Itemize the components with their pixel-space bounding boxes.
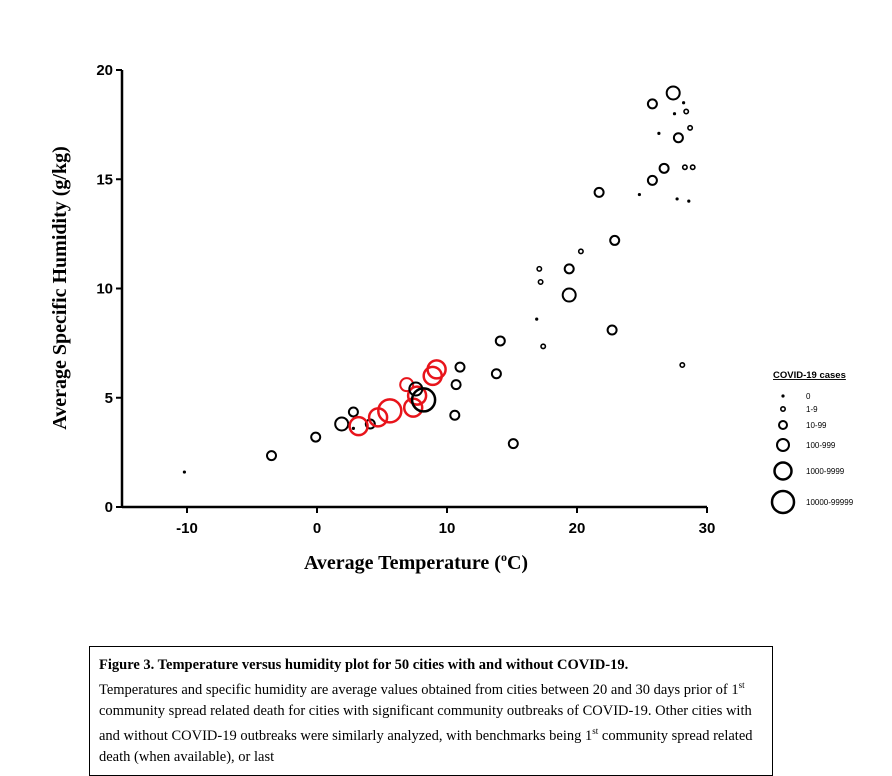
y-tick-label: 10 [96,281,113,298]
x-axis-title-main: Average Temperature ( [304,552,501,574]
data-point [449,409,461,421]
data-point [646,98,658,110]
x-tick-label: 0 [313,520,321,537]
data-point [536,265,543,272]
figure-caption: Figure 3. Temperature versus humidity pl… [89,646,773,776]
legend-marker [773,461,793,481]
x-tick-label: 30 [699,520,716,537]
data-point [347,406,359,418]
data-point [563,263,575,275]
y-tick-label: 0 [105,499,113,516]
x-axis-title-end: C) [507,552,528,574]
legend-label: 10-99 [806,421,827,430]
caption-title: Figure 3. Temperature versus humidity pl… [99,657,629,673]
data-point-outbreak [377,398,403,424]
y-tick-label: 20 [96,62,113,79]
legend-marker [779,405,786,412]
data-point [672,112,677,116]
data-point [593,186,605,198]
legend-label: 10000-99999 [806,498,854,507]
legend-marker [781,394,785,398]
legend-label: 1-9 [806,405,818,414]
y-tick-label: 15 [96,171,113,188]
data-point [687,124,694,131]
legend-title: COVID-19 cases [773,370,846,381]
legend-label: 1000-9999 [806,467,845,476]
data-point [490,368,502,380]
legend-label: 100-999 [806,441,836,450]
data-point [679,361,686,368]
data-point [266,450,277,462]
data-point [657,131,661,135]
legend: COVID-19 cases 0 1-9 10-99 100-999 1000-9999… [770,370,854,515]
data-point [577,248,584,255]
data-point [658,162,670,174]
caption-text: Temperatures and specific humidity are a… [99,682,739,699]
data-point [646,174,658,186]
data-point [507,438,519,450]
data-point [494,335,506,347]
data-point [687,199,691,203]
x-tick-label: -10 [176,520,198,537]
data-point-outbreak [348,415,369,437]
x-axis-title: Average Temperature (oC) [304,550,528,574]
data-point [450,379,462,391]
y-tick-label: 5 [105,390,113,407]
data-point [540,343,547,350]
scatter-chart: -10 0 10 20 30 0 5 10 15 20 Average Specific Humi… [49,62,854,574]
data-point [606,324,618,336]
data-point [334,416,350,432]
y-axis-title: Average Specific Humidity (g/kg) [49,146,71,429]
data-point [408,381,424,397]
data-point [561,287,577,303]
data-point [683,108,690,115]
x-axis-title-sup: o [501,550,507,564]
chart-axes [120,70,707,509]
data-point [681,164,688,171]
data-point [689,164,696,171]
data-point [665,85,681,101]
data-point [675,197,679,201]
caption-text: community spread related death for citie… [99,702,752,745]
data-point [535,317,539,321]
caption-superscript: st [738,680,745,691]
data-point [672,132,684,144]
x-tick-label: 20 [569,520,586,537]
data-point [682,101,686,105]
data-point [454,361,466,373]
caption-superscript: st [592,726,599,737]
data-point-outbreak [399,377,415,393]
legend-label: 0 [806,392,811,401]
data-points [182,85,696,474]
legend-marker [776,438,790,452]
data-point [637,192,642,197]
legend-marker [770,489,796,515]
legend-marker [778,420,788,430]
data-point-outbreak [406,385,428,406]
data-point [351,426,355,430]
x-tick-label: 10 [439,520,456,537]
data-point [182,470,186,474]
data-point [537,278,544,285]
caption-body: Temperatures and specific humidity are a… [99,680,753,765]
data-point [310,431,322,443]
data-point [410,387,437,413]
data-point [609,234,621,246]
chart-ticks: -10 0 10 20 30 0 5 10 15 20 [96,62,715,537]
data-point-outbreak [426,359,447,380]
